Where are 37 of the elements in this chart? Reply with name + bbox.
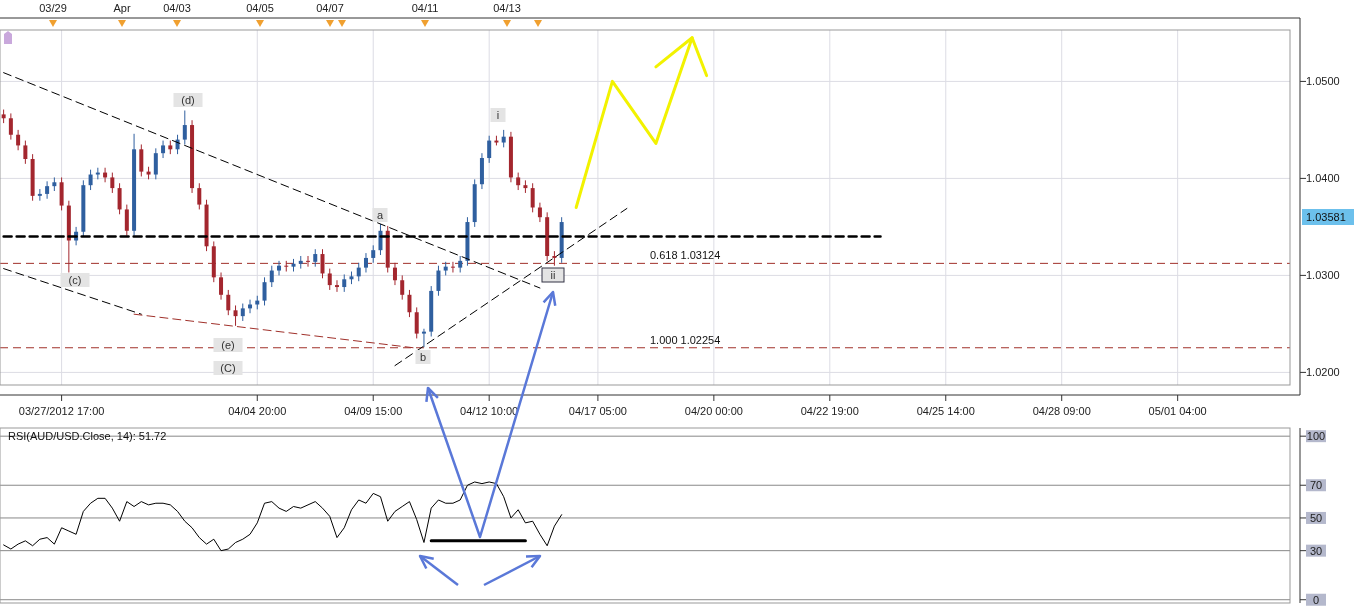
y-tick-label: 1.0400 [1306, 172, 1340, 185]
text: 03/29 [39, 2, 67, 14]
text: 04/11 [411, 2, 439, 14]
annotation: ii [550, 269, 556, 281]
y-tick-label: 1.0300 [1306, 269, 1340, 282]
x-tick-label: 04/09 15:00 [344, 405, 403, 417]
x-tick-label: 04/22 19:00 [800, 405, 859, 417]
text: 04/07 [316, 2, 344, 14]
x-tick-label: 05/01 04:00 [1148, 405, 1207, 417]
y-tick-label: 50 [1309, 511, 1323, 524]
chart-title: RSI(AUD/USD.Close, 14): 51.72 [8, 430, 167, 442]
x-tick-label: 04/04 20:00 [228, 405, 287, 417]
annotation: i [496, 109, 500, 121]
x-tick-label: 04/25 14:00 [916, 405, 975, 417]
y-tick-label: 100 [1306, 430, 1326, 443]
x-tick-label: 04/20 00:00 [684, 405, 743, 417]
text: 04/05 [246, 2, 274, 14]
annotation: (d) [181, 94, 195, 106]
y-tick-label: 1.0500 [1306, 75, 1340, 88]
y-tick-label: 0 [1312, 593, 1320, 606]
y-tick-label: 70 [1309, 479, 1323, 492]
text: Apr [113, 2, 131, 14]
x-tick-label: 04/17 05:00 [568, 405, 627, 417]
text: 04/03 [163, 2, 191, 14]
ref-line-label: 1.000 1.02254 [650, 333, 721, 346]
annotation: (C) [220, 362, 236, 374]
annotation: b [419, 351, 427, 363]
text: 1.03581 [1306, 211, 1346, 223]
ref-line-label: 0.618 1.03124 [650, 249, 721, 262]
text: 04/13 [493, 2, 521, 14]
x-tick-label: 04/28 09:00 [1032, 405, 1091, 417]
y-tick-label: 30 [1309, 544, 1323, 557]
y-tick-label: 1.0200 [1306, 366, 1340, 379]
annotation: (e) [221, 339, 235, 351]
annotation: (c) [68, 274, 82, 286]
annotation: a [376, 209, 384, 221]
x-tick-label: 03/27/2012 17:00 [18, 405, 105, 417]
